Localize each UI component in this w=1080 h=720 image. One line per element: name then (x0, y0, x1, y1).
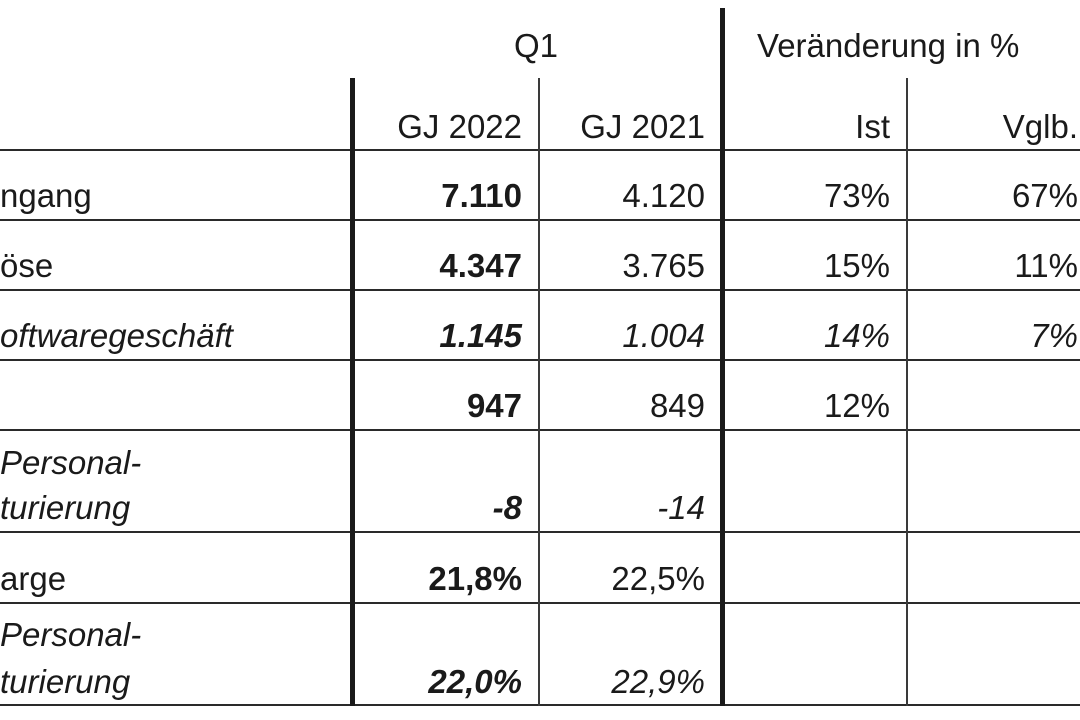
row-label: öse (0, 247, 54, 284)
cell-fy2021: 1.004 (622, 317, 705, 354)
cell-comparable: 67% (1011, 177, 1078, 214)
cell-actual: 15% (823, 247, 890, 284)
cell-fy2021: 4.120 (622, 177, 705, 214)
cell-comparable: 11% (1014, 247, 1078, 284)
grid-line (0, 289, 1080, 291)
cell-fy2022: -8 (492, 489, 522, 526)
header-fy2022: GJ 2022 (397, 108, 522, 145)
cell-fy2022: 22,0% (428, 663, 522, 700)
row-label-line2: turierung (0, 663, 131, 700)
cell-fy2021: -14 (657, 489, 705, 526)
header-change: Veränderung in % (757, 27, 1020, 64)
cell-comparable: 7% (1030, 317, 1078, 354)
grid-line (0, 219, 1080, 221)
header-comparable: Vglb. (1002, 108, 1078, 145)
cell-fy2022: 947 (466, 387, 522, 424)
cell-actual: 12% (823, 387, 890, 424)
cell-fy2021: 849 (649, 387, 705, 424)
cell-fy2022: 1.145 (439, 317, 522, 354)
column-divider (538, 78, 540, 706)
row-label: Personal- (0, 616, 142, 653)
grid-line (0, 429, 1080, 431)
grid-line (0, 149, 1080, 151)
cell-fy2021: 22,5% (611, 560, 705, 597)
cell-actual: 14% (823, 317, 890, 354)
row-label: oftwaregeschäft (0, 317, 233, 354)
row-label: Personal- (0, 444, 142, 481)
cell-actual: 73% (823, 177, 890, 214)
grid-line (0, 531, 1080, 533)
header-fy2021: GJ 2021 (580, 108, 705, 145)
cell-fy2022: 4.347 (439, 247, 522, 284)
cell-fy2021: 22,9% (611, 663, 705, 700)
header-actual: Ist (855, 108, 890, 145)
row-label-line2: turierung (0, 489, 131, 526)
row-label: arge (0, 560, 67, 597)
grid-line (0, 602, 1080, 604)
column-divider-main (350, 78, 355, 706)
column-divider-main (720, 8, 725, 706)
row-label: ngang (0, 177, 92, 214)
grid-line (0, 359, 1080, 361)
cell-fy2021: 3.765 (622, 247, 705, 284)
header-period: Q1 (514, 27, 559, 64)
grid-line (0, 704, 1080, 706)
cell-fy2022: 21,8% (428, 560, 522, 597)
cell-fy2022: 7.110 (441, 177, 522, 214)
column-divider (906, 78, 908, 706)
